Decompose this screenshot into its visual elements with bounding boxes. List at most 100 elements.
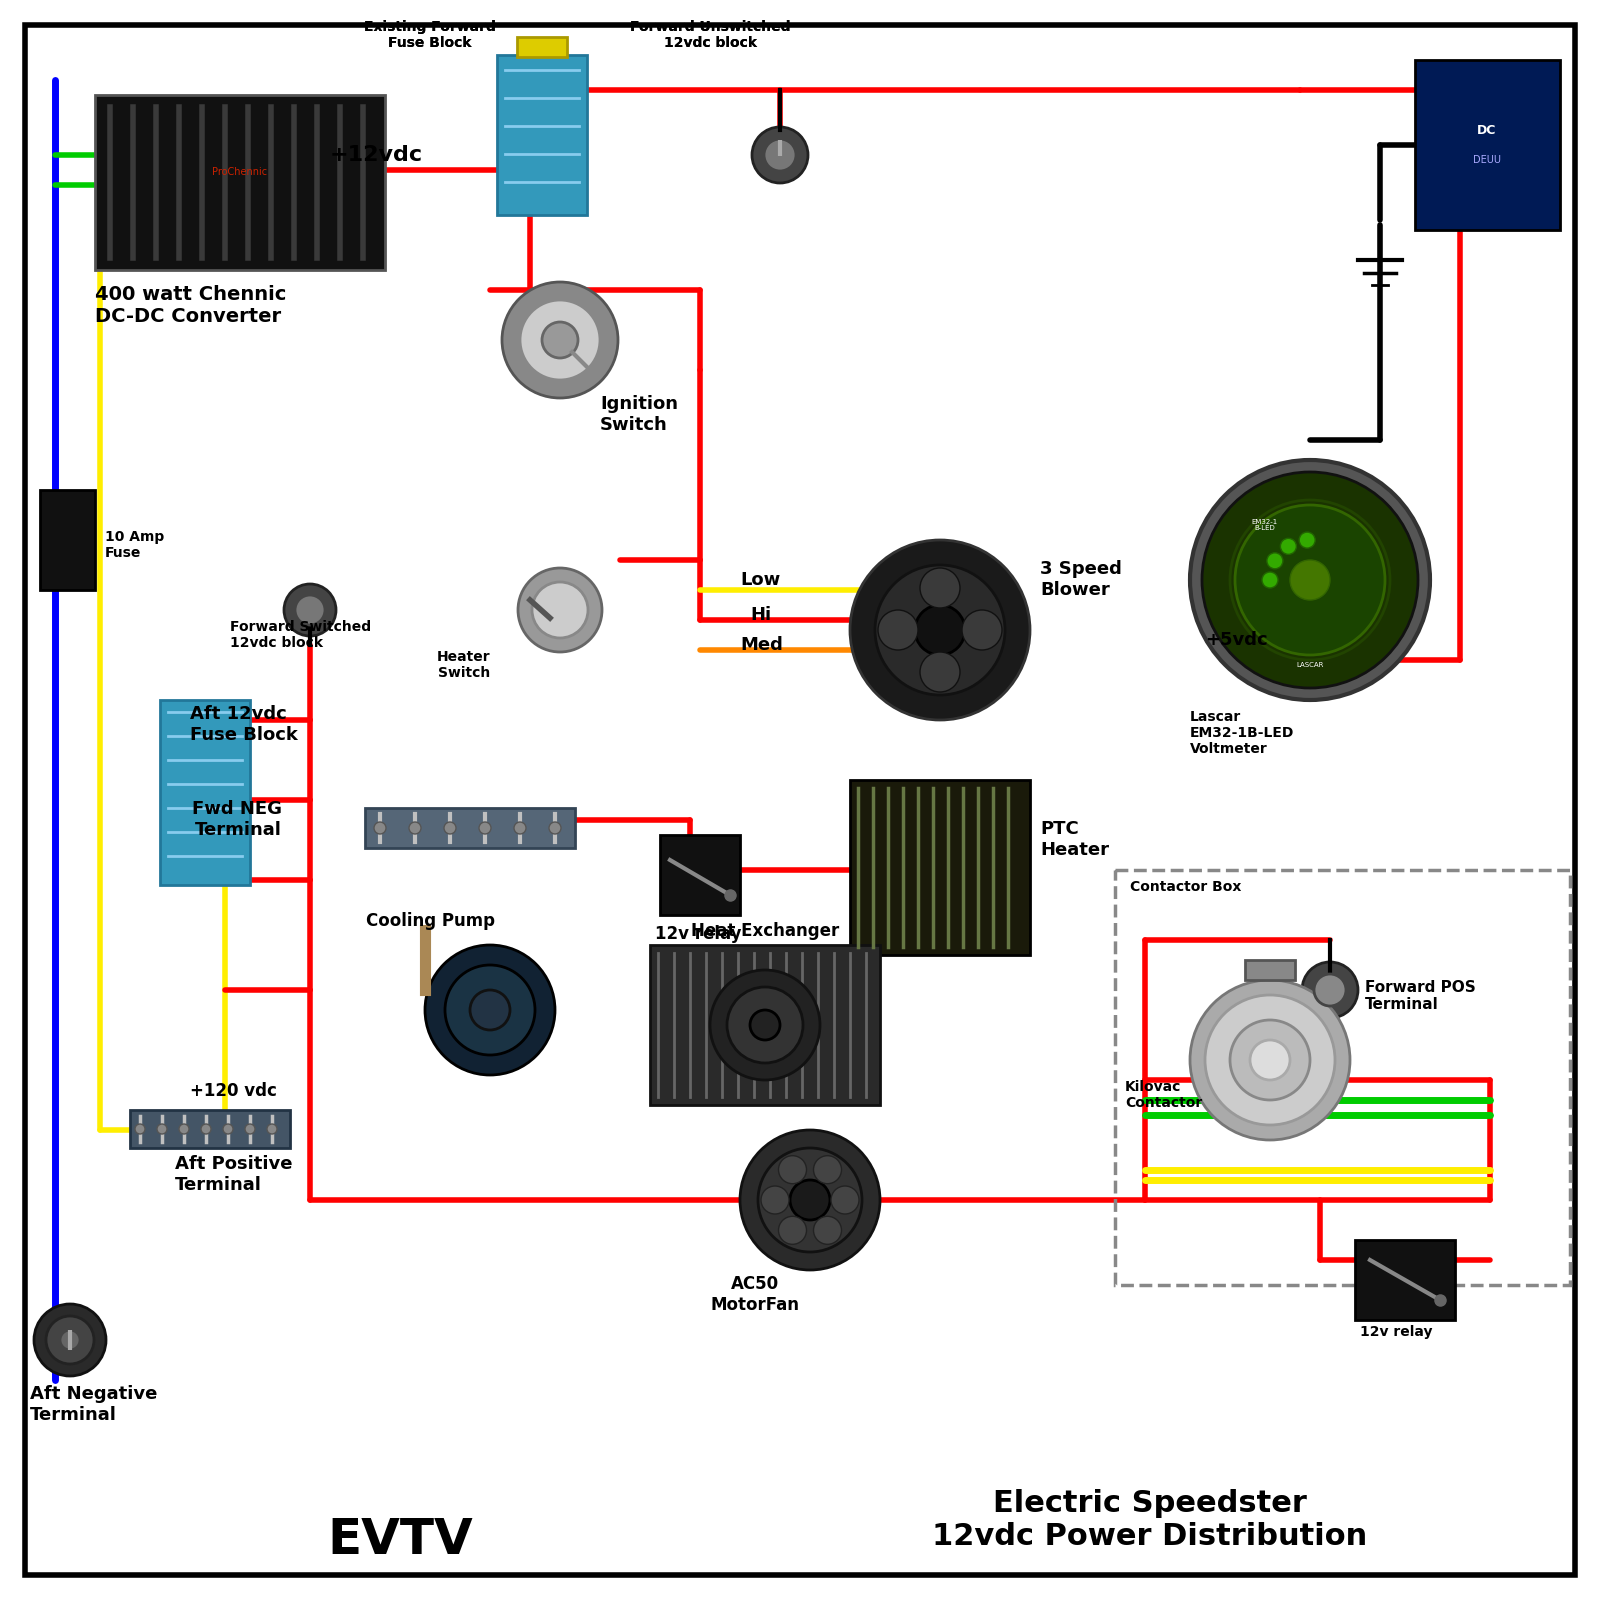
Circle shape (779, 1155, 806, 1184)
Text: Aft 12vdc
Fuse Block: Aft 12vdc Fuse Block (190, 706, 298, 744)
Circle shape (920, 568, 960, 608)
Circle shape (179, 1123, 189, 1134)
Circle shape (426, 946, 555, 1075)
Text: Hi: Hi (750, 606, 771, 624)
Circle shape (1262, 573, 1278, 587)
Circle shape (294, 595, 325, 626)
Text: Cooling Pump: Cooling Pump (365, 912, 494, 930)
Circle shape (134, 1123, 146, 1134)
Circle shape (1299, 533, 1315, 549)
Text: Existing Forward
Fuse Block: Existing Forward Fuse Block (365, 19, 496, 50)
Circle shape (1250, 1040, 1290, 1080)
Bar (40, 490, 94, 590)
Circle shape (514, 822, 526, 834)
Circle shape (1230, 1021, 1310, 1101)
Circle shape (962, 610, 1002, 650)
Text: Forward POS
Terminal: Forward POS Terminal (1365, 979, 1475, 1013)
Text: Lascar
EM32-1B-LED
Voltmeter: Lascar EM32-1B-LED Voltmeter (1190, 710, 1294, 757)
Text: Med: Med (739, 635, 782, 654)
Text: Forward Unswitched
12vdc block: Forward Unswitched 12vdc block (630, 19, 790, 50)
Text: 12v relay: 12v relay (654, 925, 741, 942)
Bar (517, 37, 566, 58)
Circle shape (1205, 995, 1334, 1125)
Circle shape (285, 584, 336, 635)
Circle shape (1302, 962, 1358, 1018)
Circle shape (1202, 472, 1418, 688)
Circle shape (762, 1186, 789, 1214)
Circle shape (875, 565, 1005, 694)
Circle shape (739, 1130, 880, 1270)
Text: Forward Unswitched
12vdc block: Forward Unswitched 12vdc block (630, 19, 790, 50)
Circle shape (61, 1330, 80, 1350)
Bar (850, 781, 1030, 955)
Text: EVTV: EVTV (326, 1517, 474, 1565)
Text: Forward Switched
12vdc block: Forward Switched 12vdc block (230, 619, 371, 650)
Text: Existing Forward
Fuse Block: Existing Forward Fuse Block (365, 19, 496, 50)
Text: Kilovac
Contactor: Kilovac Contactor (1125, 1080, 1202, 1110)
Circle shape (502, 282, 618, 398)
Text: 12v relay: 12v relay (1360, 1325, 1432, 1339)
Circle shape (245, 1123, 254, 1134)
Circle shape (1190, 979, 1350, 1139)
Text: DC: DC (1477, 123, 1496, 136)
Bar (650, 946, 880, 1106)
Circle shape (374, 822, 386, 834)
Circle shape (34, 1304, 106, 1376)
Text: Heat Exchanger: Heat Exchanger (691, 922, 838, 939)
Circle shape (790, 1181, 830, 1219)
Circle shape (1267, 554, 1283, 570)
Text: 3 Speed
Blower: 3 Speed Blower (1040, 560, 1122, 598)
Text: LASCAR: LASCAR (1296, 662, 1323, 669)
Text: DEUU: DEUU (1474, 155, 1501, 165)
Bar (94, 94, 386, 270)
Text: Electric Speedster
12vdc Power Distribution: Electric Speedster 12vdc Power Distribut… (933, 1488, 1368, 1552)
Text: EM32-1
B-LED: EM32-1 B-LED (1251, 518, 1278, 531)
Bar (130, 1110, 290, 1149)
Circle shape (202, 1123, 211, 1134)
Circle shape (222, 1123, 234, 1134)
Circle shape (779, 1216, 806, 1245)
Text: ProChennic: ProChennic (213, 166, 267, 178)
Text: AC50
MotorFan: AC50 MotorFan (710, 1275, 800, 1314)
Text: Ignition
Switch: Ignition Switch (600, 395, 678, 434)
Circle shape (549, 822, 562, 834)
Circle shape (726, 987, 803, 1062)
Bar (1414, 59, 1560, 230)
Circle shape (445, 965, 534, 1054)
Text: Contactor Box: Contactor Box (1130, 880, 1242, 894)
Bar (498, 54, 587, 214)
Circle shape (267, 1123, 277, 1134)
Text: 10 Amp
Fuse: 10 Amp Fuse (106, 530, 165, 560)
Text: 400 watt Chennic
DC-DC Converter: 400 watt Chennic DC-DC Converter (94, 285, 286, 326)
Bar (1355, 1240, 1454, 1320)
Circle shape (470, 990, 510, 1030)
Circle shape (915, 605, 965, 654)
Circle shape (758, 1149, 862, 1251)
Circle shape (531, 582, 589, 638)
Circle shape (750, 1010, 781, 1040)
Text: PTC
Heater: PTC Heater (1040, 819, 1109, 859)
Circle shape (157, 1123, 166, 1134)
Circle shape (1280, 538, 1296, 554)
Text: +5vdc: +5vdc (1205, 630, 1267, 650)
Circle shape (830, 1186, 859, 1214)
Text: Low: Low (739, 571, 781, 589)
Text: Aft Positive
Terminal: Aft Positive Terminal (174, 1155, 293, 1194)
Circle shape (520, 301, 600, 379)
Circle shape (445, 822, 456, 834)
Text: +120 vdc: +120 vdc (190, 1082, 277, 1101)
Circle shape (813, 1155, 842, 1184)
Circle shape (46, 1315, 94, 1363)
Circle shape (1230, 499, 1390, 659)
Circle shape (542, 322, 578, 358)
Circle shape (878, 610, 918, 650)
Circle shape (1290, 560, 1330, 600)
Circle shape (752, 126, 808, 182)
Circle shape (478, 822, 491, 834)
Text: Fwd NEG
Terminal: Fwd NEG Terminal (192, 800, 282, 838)
Circle shape (1190, 461, 1430, 701)
Text: +12vdc: +12vdc (330, 146, 422, 165)
Text: Heater
Switch: Heater Switch (437, 650, 490, 680)
Circle shape (1314, 974, 1346, 1006)
Bar (661, 835, 739, 915)
